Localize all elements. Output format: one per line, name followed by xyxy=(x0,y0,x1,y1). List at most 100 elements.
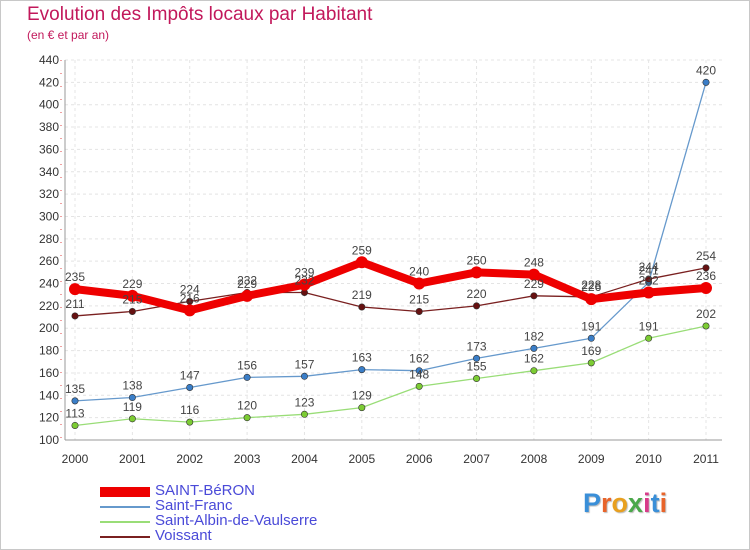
series-point xyxy=(473,354,481,362)
data-label: 226 xyxy=(581,280,601,294)
data-label: 163 xyxy=(352,351,372,365)
data-label: 135 xyxy=(65,382,85,396)
data-label: 162 xyxy=(524,352,544,366)
series-point xyxy=(702,322,710,330)
logo-letter: r xyxy=(601,488,612,518)
series-point xyxy=(587,359,595,367)
data-label: 173 xyxy=(467,339,487,353)
data-label: 215 xyxy=(122,292,142,306)
series-point xyxy=(530,292,538,300)
data-label: 191 xyxy=(581,319,601,333)
y-tick-label: 440 xyxy=(39,53,59,67)
series-point xyxy=(243,373,251,381)
y-tick-label: 100 xyxy=(39,433,59,447)
data-label: 148 xyxy=(409,367,429,381)
logo-letter: P xyxy=(583,488,602,518)
x-tick-label: 2000 xyxy=(62,452,89,466)
x-tick-label: 2011 xyxy=(693,452,719,466)
series-point xyxy=(186,383,194,391)
logo-letter: x xyxy=(628,488,644,518)
legend-label: Voissant xyxy=(155,527,212,544)
series-point xyxy=(642,286,655,299)
data-label: 138 xyxy=(122,379,142,393)
y-tick-label: 160 xyxy=(39,366,59,380)
y-tick-label: 180 xyxy=(39,344,59,358)
series-point xyxy=(71,421,79,429)
data-label: 224 xyxy=(180,282,200,296)
data-label: 254 xyxy=(696,249,716,263)
y-tick-label: 360 xyxy=(39,142,59,156)
data-label: 116 xyxy=(180,403,199,417)
data-label: 239 xyxy=(294,266,314,280)
series-point xyxy=(702,78,710,86)
series-point xyxy=(241,289,254,302)
series-point xyxy=(243,414,251,422)
data-label: 156 xyxy=(237,358,257,372)
series-point xyxy=(415,382,423,390)
series-point xyxy=(587,334,595,342)
chart-subtitle: (en € et par an) xyxy=(27,28,110,42)
data-label: 250 xyxy=(467,253,487,267)
series-point xyxy=(300,410,308,418)
data-label: 216 xyxy=(180,291,200,305)
series-point xyxy=(527,268,540,281)
data-label: 215 xyxy=(409,292,429,306)
logo-letter: t xyxy=(650,488,660,518)
series-point xyxy=(413,277,426,290)
x-tick-label: 2002 xyxy=(176,452,203,466)
data-label: 420 xyxy=(696,63,716,77)
data-label: 155 xyxy=(467,360,487,374)
series-point xyxy=(186,418,194,426)
data-label: 119 xyxy=(123,400,142,414)
legend-swatch xyxy=(100,487,150,497)
series-point xyxy=(71,397,79,405)
legend-label: SAINT-BéRON xyxy=(155,482,256,499)
series-point xyxy=(415,367,423,375)
data-label: 162 xyxy=(409,352,429,366)
data-label: 169 xyxy=(581,344,601,358)
logo-letter: i xyxy=(643,488,651,518)
x-tick-label: 2006 xyxy=(406,452,433,466)
data-label: 240 xyxy=(409,265,429,279)
series-line-1 xyxy=(74,81,707,402)
series-point xyxy=(700,282,712,294)
legend-swatch xyxy=(100,536,150,538)
logo-letter: i xyxy=(659,488,668,518)
series-line-0 xyxy=(71,258,710,315)
data-label: 157 xyxy=(294,357,314,371)
series-point xyxy=(530,367,538,375)
series-point xyxy=(128,394,136,402)
y-tick-label: 420 xyxy=(39,75,59,89)
y-tick-label: 200 xyxy=(39,321,59,335)
series-point xyxy=(585,293,598,306)
data-label: 211 xyxy=(65,297,84,311)
y-tick-label: 140 xyxy=(39,388,59,402)
data-label: 202 xyxy=(696,307,716,321)
series-point xyxy=(128,307,136,315)
data-label: 229 xyxy=(122,277,142,291)
legend-swatch xyxy=(100,506,150,508)
series-point xyxy=(530,344,538,352)
x-tick-label: 2003 xyxy=(234,452,261,466)
legend-label: Saint-Franc xyxy=(155,497,233,514)
proxiti-logo: Proxiti xyxy=(583,488,667,519)
data-label: 236 xyxy=(696,269,716,283)
series-point xyxy=(300,372,308,380)
y-tick-label: 340 xyxy=(39,165,59,179)
y-tick-label: 400 xyxy=(39,98,59,112)
data-label: 241 xyxy=(639,263,659,277)
series-point xyxy=(298,278,311,291)
data-label: 259 xyxy=(352,243,372,257)
y-tick-label: 260 xyxy=(39,254,59,268)
plot-area xyxy=(65,60,722,440)
data-label: 232 xyxy=(237,273,257,287)
y-tick-label: 300 xyxy=(39,209,59,223)
data-label: 123 xyxy=(294,395,314,409)
data-label: 229 xyxy=(237,277,257,291)
series-point xyxy=(183,304,196,317)
series-point xyxy=(126,289,139,302)
data-label: 219 xyxy=(352,288,372,302)
chart-title: Evolution des Impôts locaux par Habitant xyxy=(27,4,373,25)
data-label: 113 xyxy=(65,406,84,420)
